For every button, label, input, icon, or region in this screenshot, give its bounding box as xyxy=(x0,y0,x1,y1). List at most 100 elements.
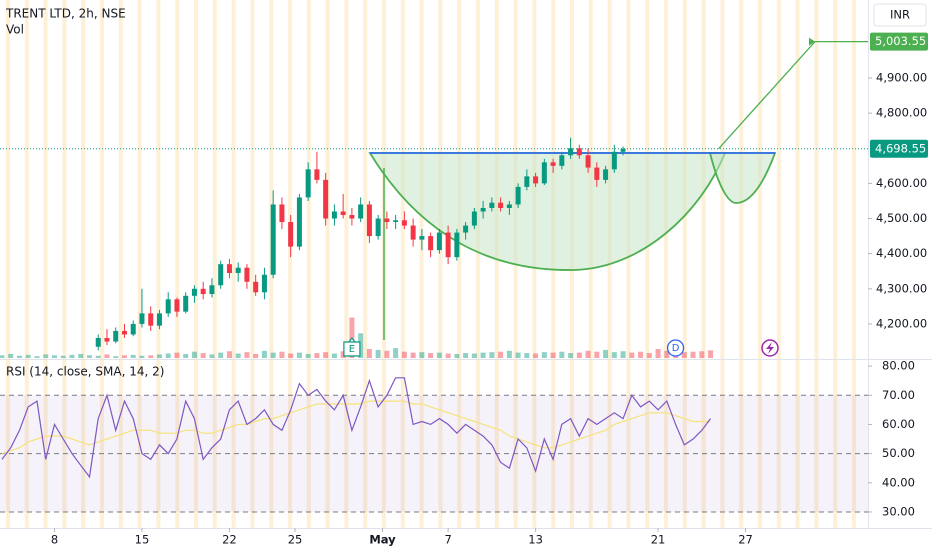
y-tick-label: 4,200.00 xyxy=(876,316,927,330)
volume-bar xyxy=(60,355,66,358)
candle-body xyxy=(305,169,311,198)
candle-body xyxy=(436,232,442,251)
y-tick-label: 70.00 xyxy=(882,388,915,402)
y-tick-label: 80.00 xyxy=(882,359,915,373)
symbol-title: TRENT LTD, 2h, NSE xyxy=(5,7,126,21)
volume-bar xyxy=(148,355,154,358)
candle-body xyxy=(366,204,372,237)
volume-bar xyxy=(471,353,477,358)
candle-body xyxy=(165,299,171,314)
rsi-title: RSI (14, close, SMA, 14, 2) xyxy=(6,365,164,379)
volume-bar xyxy=(620,351,626,358)
candle-body xyxy=(594,167,600,180)
x-tick-label: 8 xyxy=(51,533,58,547)
y-tick-label: 30.00 xyxy=(882,504,915,518)
volume-bar xyxy=(611,352,617,358)
candle-body xyxy=(314,169,320,180)
volume-bar xyxy=(603,349,609,358)
candle-body xyxy=(200,288,206,295)
candle-body xyxy=(454,232,460,258)
volume-bar xyxy=(506,350,512,358)
candle-body xyxy=(419,236,425,240)
volume-bar xyxy=(191,351,197,358)
volume-bar xyxy=(235,353,241,358)
candle-body xyxy=(288,222,294,247)
candle-body xyxy=(121,330,127,335)
candle-body xyxy=(603,169,609,180)
volume-bar xyxy=(454,353,460,358)
volume-bar xyxy=(305,353,311,358)
candle-body xyxy=(506,204,512,208)
candle-body xyxy=(296,197,302,247)
volume-bar xyxy=(410,352,416,358)
last-price-box xyxy=(870,139,928,158)
candle-body xyxy=(541,162,547,184)
x-tick-label: 21 xyxy=(651,533,666,547)
candle-body xyxy=(498,202,504,208)
target-box xyxy=(870,32,928,51)
volume-bar xyxy=(218,352,224,358)
candle-body xyxy=(576,148,582,156)
y-tick-label: 4,900.00 xyxy=(876,70,927,84)
volume-bar xyxy=(296,352,302,358)
candle-body xyxy=(331,211,337,219)
alert-icon[interactable] xyxy=(761,339,779,357)
candle-body xyxy=(95,337,101,347)
volume-bar xyxy=(314,353,320,358)
volume-bar xyxy=(288,353,294,358)
rsi-line xyxy=(1,377,711,479)
candle-body xyxy=(279,204,285,223)
candle-body xyxy=(191,288,197,296)
candle-body xyxy=(349,215,355,219)
handle-shape xyxy=(708,152,777,204)
volume-bar xyxy=(139,355,145,358)
candle-body xyxy=(568,148,574,156)
volume-bar xyxy=(384,350,390,358)
volume-bar xyxy=(34,356,40,358)
candle-body xyxy=(261,274,267,293)
volume-bar xyxy=(121,355,127,358)
volume-bar xyxy=(130,354,136,358)
candle-body xyxy=(218,264,224,286)
candle-body xyxy=(270,204,276,275)
volume-bar xyxy=(95,355,101,358)
event-marker xyxy=(666,339,685,357)
candle-body xyxy=(174,299,180,312)
volume-bar xyxy=(69,354,75,358)
candle-body xyxy=(139,313,145,324)
volume-bar xyxy=(209,354,215,358)
currency-label[interactable]: INR xyxy=(890,8,910,22)
volume-bar xyxy=(113,356,119,358)
candle-body xyxy=(489,202,495,208)
volume-bar xyxy=(699,351,705,358)
candle-body xyxy=(550,162,556,166)
candle-body xyxy=(148,313,154,326)
event-label: E xyxy=(349,344,355,355)
volume-bar xyxy=(436,352,442,358)
candle-body xyxy=(358,204,364,219)
target-arrow xyxy=(718,40,868,150)
volume-bar xyxy=(393,348,399,358)
volume-bar xyxy=(533,353,539,358)
x-tick-label: 25 xyxy=(288,533,303,547)
target-arrowhead xyxy=(809,37,815,46)
volume-bar xyxy=(78,353,84,358)
rsi-pane xyxy=(0,377,868,513)
y-tick-label: 4,800.00 xyxy=(876,106,927,120)
candle-body xyxy=(253,281,259,293)
volume-bar xyxy=(655,349,661,358)
volume-bar xyxy=(244,352,250,358)
candle-body xyxy=(235,267,241,273)
volume-bar xyxy=(279,351,285,358)
volume-bar xyxy=(375,349,381,358)
volume-bar xyxy=(270,352,276,358)
volume-bar xyxy=(463,353,469,358)
candle-body xyxy=(611,151,617,170)
y-tick-label: 60.00 xyxy=(882,417,915,431)
volume-bar xyxy=(629,352,635,358)
volume-bar xyxy=(690,351,696,358)
volume-bar xyxy=(708,350,714,358)
volume-bar xyxy=(498,351,504,358)
currency-box[interactable] xyxy=(873,3,927,27)
